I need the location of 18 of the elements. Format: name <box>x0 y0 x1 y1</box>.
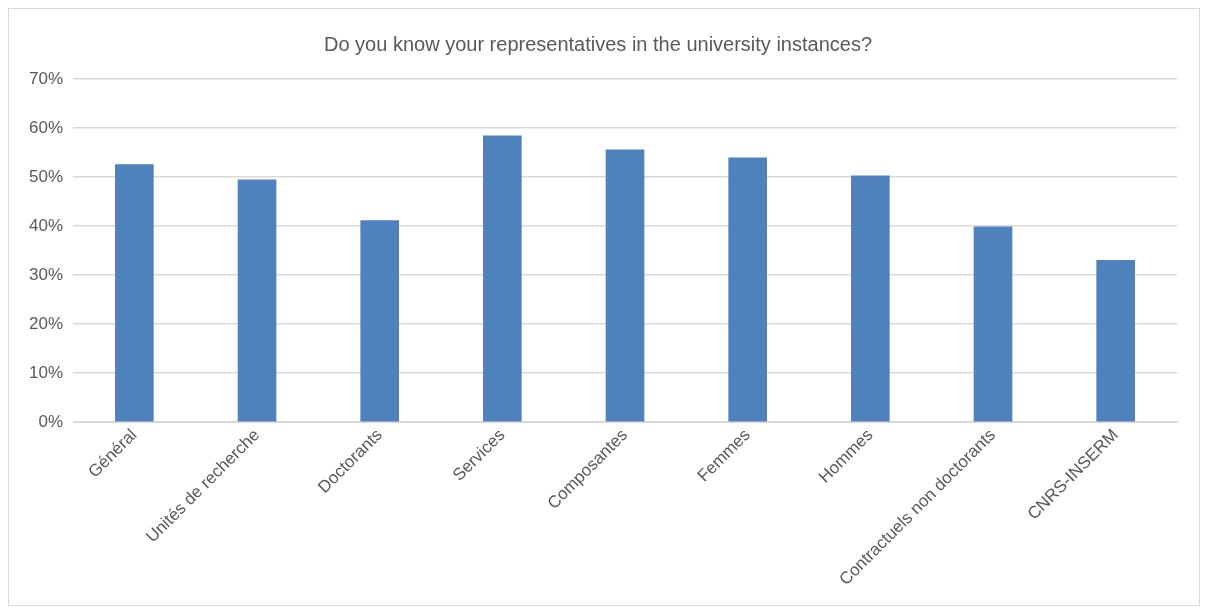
y-tick-label: 60% <box>28 117 64 137</box>
y-tick-label: 30% <box>28 264 64 284</box>
y-tick-label: 70% <box>28 68 64 88</box>
bar <box>115 164 154 422</box>
bar <box>360 220 399 422</box>
chart-title: Do you know your representatives in the university instances? <box>323 32 873 55</box>
y-tick-label: 50% <box>28 166 64 186</box>
bar <box>605 149 645 422</box>
bar <box>973 226 1013 422</box>
bar <box>851 175 890 422</box>
y-tick-label: 20% <box>28 313 64 333</box>
bar <box>1096 259 1135 422</box>
y-tick-label: 40% <box>28 215 64 235</box>
y-tick-label: 10% <box>28 362 64 382</box>
bar <box>483 135 522 422</box>
y-tick-label: 0% <box>38 411 64 431</box>
bar <box>237 179 277 422</box>
bar <box>728 157 767 422</box>
